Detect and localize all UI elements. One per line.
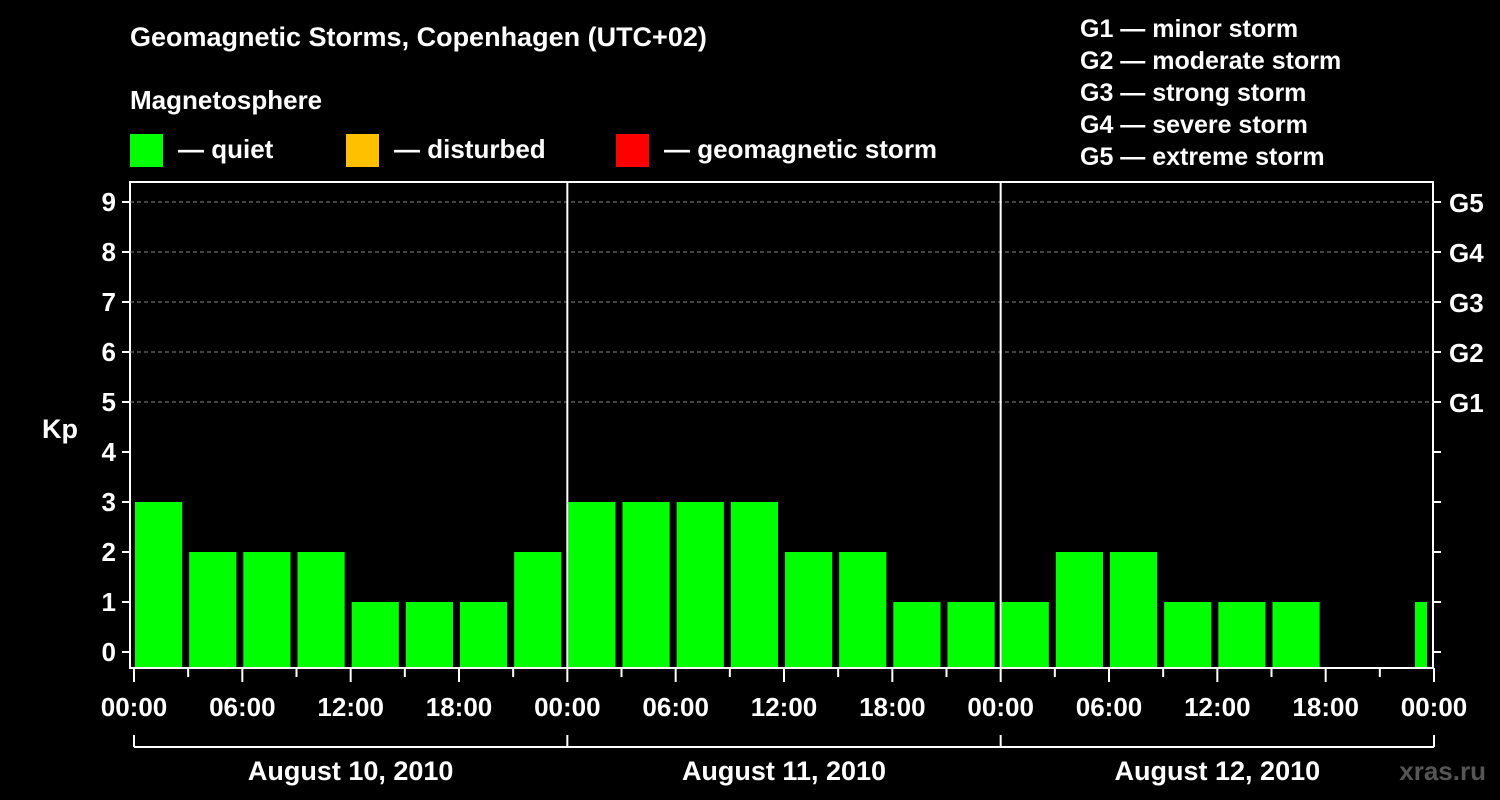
plot-frame	[129, 181, 1434, 669]
kp-bar	[243, 552, 291, 667]
kp-bar	[568, 502, 616, 667]
g-scale-item: G1 — minor storm	[1080, 15, 1299, 43]
y-tick-label: 7	[102, 287, 116, 317]
legend-swatch-disturbed	[346, 134, 379, 167]
g-scale-item: G3 — strong storm	[1080, 79, 1307, 107]
legend-label-quiet: — quiet	[178, 134, 274, 164]
kp-bar	[1055, 552, 1103, 667]
kp-bar	[947, 602, 995, 667]
kp-bar	[1415, 602, 1427, 667]
kp-bar	[405, 602, 453, 667]
x-tick-label: 06:00	[642, 692, 709, 722]
x-tick-label: 00:00	[967, 692, 1034, 722]
g-scale-item: G4 — severe storm	[1080, 111, 1308, 139]
legend-label-disturbed: — disturbed	[394, 134, 546, 164]
y-tick-label: 6	[102, 337, 116, 367]
kp-bar	[1218, 602, 1266, 667]
kp-bar	[460, 602, 508, 667]
legend-title: Magnetosphere	[130, 85, 323, 115]
legend-swatch-storm	[616, 134, 649, 167]
kp-bar	[1272, 602, 1320, 667]
g-tick-label: G5	[1449, 188, 1484, 218]
chart-title: Geomagnetic Storms, Copenhagen (UTC+02)	[130, 22, 707, 52]
x-tick-label: 18:00	[426, 692, 493, 722]
x-tick-label: 12:00	[317, 692, 384, 722]
x-tick-label: 00:00	[101, 692, 168, 722]
day-label: August 11, 2010	[682, 756, 886, 786]
x-tick-label: 06:00	[1076, 692, 1143, 722]
kp-bar	[785, 552, 833, 667]
legend-label-storm: — geomagnetic storm	[664, 134, 938, 164]
day-label: August 12, 2010	[1115, 756, 1321, 786]
x-tick-label: 00:00	[1401, 692, 1468, 722]
x-tick-label: 06:00	[209, 692, 276, 722]
y-tick-label: 8	[102, 237, 116, 267]
y-tick-label: 5	[102, 387, 116, 417]
y-tick-label: 0	[102, 637, 116, 667]
x-tick-label: 12:00	[1184, 692, 1251, 722]
kp-bar	[1110, 552, 1158, 667]
kp-bar	[297, 552, 345, 667]
kp-bar	[351, 602, 399, 667]
y-tick-label: 4	[102, 437, 117, 467]
kp-bar	[514, 552, 562, 667]
g-scale-item: G2 — moderate storm	[1080, 47, 1342, 75]
g-tick-label: G3	[1449, 288, 1484, 318]
kp-bar	[676, 502, 724, 667]
kp-bar	[135, 502, 183, 667]
y-tick-label: 1	[102, 587, 116, 617]
y-tick-label: 3	[102, 487, 116, 517]
y-axis-label: Kp	[42, 414, 78, 444]
x-tick-label: 12:00	[751, 692, 818, 722]
kp-bar	[730, 502, 778, 667]
g-tick-label: G2	[1449, 338, 1484, 368]
kp-bar	[1164, 602, 1212, 667]
kp-bar	[893, 602, 941, 667]
x-tick-label: 00:00	[534, 692, 601, 722]
g-tick-label: G1	[1449, 388, 1484, 418]
kp-bar	[1001, 602, 1049, 667]
x-tick-label: 18:00	[1292, 692, 1359, 722]
watermark: xras.ru	[1399, 756, 1486, 786]
x-tick-label: 18:00	[859, 692, 926, 722]
g-tick-label: G4	[1449, 238, 1484, 268]
g-scale-legend: G1 — minor storm G2 — moderate storm G3 …	[1080, 13, 1341, 173]
y-tick-label: 2	[102, 537, 116, 567]
kp-bar	[839, 552, 887, 667]
kp-bar	[189, 552, 237, 667]
legend-swatch-quiet	[130, 134, 163, 167]
g-scale-item: G5 — extreme storm	[1080, 143, 1325, 171]
kp-bar	[622, 502, 670, 667]
y-tick-label: 9	[102, 187, 116, 217]
day-label: August 10, 2010	[248, 756, 454, 786]
